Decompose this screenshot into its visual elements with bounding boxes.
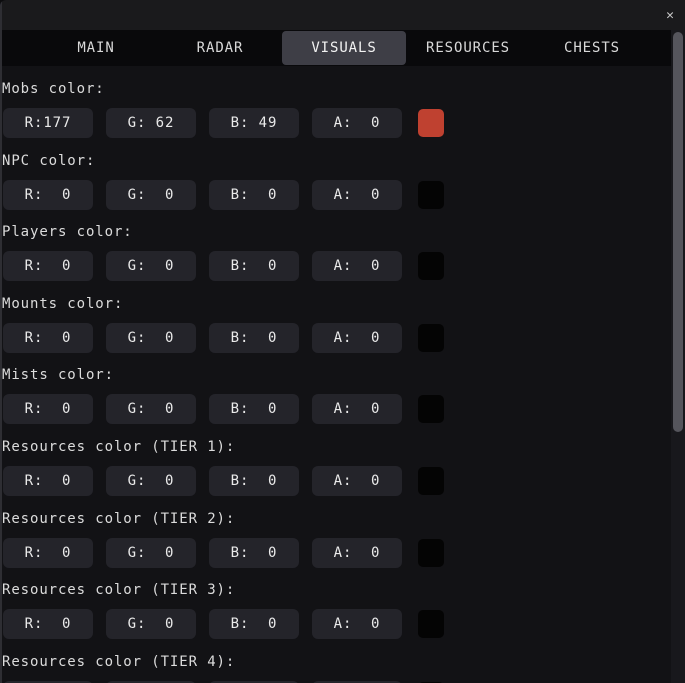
red-channel-field[interactable]: R: 0 [3, 394, 93, 425]
green-channel-field[interactable]: G: 0 [106, 537, 196, 568]
blue-channel-field[interactable]: B: 49 [209, 108, 299, 138]
red-channel-field[interactable]: R: 0 [3, 179, 93, 210]
color-preview-swatch[interactable] [418, 323, 444, 352]
red-channel-field[interactable]: R: 0 [3, 465, 93, 496]
blue-channel-field[interactable]: B: 0 [209, 251, 299, 282]
color-preview-swatch[interactable] [418, 538, 444, 567]
section-label: Resources color (TIER 3): [2, 582, 236, 599]
tab-bar: MAIN RADAR VISUALS RESOURCES CHESTS [0, 30, 685, 66]
color-preview-swatch[interactable] [418, 109, 444, 137]
blue-channel-field[interactable]: B: 0 [209, 322, 299, 353]
color-preview-swatch[interactable] [418, 466, 444, 495]
alpha-channel-field[interactable]: A: 0 [312, 465, 402, 496]
green-channel-field[interactable]: G: 0 [106, 322, 196, 353]
rgba-row: R: 0 G: 0 B: 0 A: 0 [3, 322, 685, 353]
red-channel-field[interactable] [3, 680, 93, 683]
tab-main[interactable]: MAIN [77, 40, 115, 56]
alpha-channel-field[interactable]: A: 0 [312, 609, 402, 640]
green-channel-field[interactable]: G: 0 [106, 465, 196, 496]
titlebar: ✕ [0, 0, 685, 30]
window-left-border [0, 0, 2, 683]
rgba-row [3, 680, 685, 683]
rgba-row: R: 0 G: 0 B: 0 A: 0 [3, 251, 685, 282]
color-section: Resources color (TIER 1): R: 0 G: 0 B: 0… [2, 440, 685, 496]
section-label: Mists color: [2, 367, 114, 384]
section-label: Players color: [2, 224, 133, 241]
color-preview-swatch[interactable] [418, 681, 444, 683]
tab-resources[interactable]: RESOURCES [426, 40, 510, 56]
red-channel-field[interactable]: R:177 [3, 108, 93, 138]
alpha-channel-field[interactable]: A: 0 [312, 394, 402, 425]
section-label: Resources color (TIER 2): [2, 510, 236, 527]
color-preview-swatch[interactable] [418, 252, 444, 281]
color-section: Resources color (TIER 4): [2, 655, 685, 683]
rgba-row: R:177 G: 62 B: 49 A: 0 [3, 108, 685, 138]
color-section: Resources color (TIER 3): R: 0 G: 0 B: 0… [2, 582, 685, 640]
section-label: Resources color (TIER 1): [2, 438, 236, 455]
section-label: Mounts color: [2, 295, 124, 312]
scrollbar-thumb[interactable] [673, 32, 683, 432]
green-channel-field[interactable]: G: 0 [106, 609, 196, 640]
alpha-channel-field[interactable]: A: 0 [312, 537, 402, 568]
red-channel-field[interactable]: R: 0 [3, 251, 93, 282]
blue-channel-field[interactable]: B: 0 [209, 465, 299, 496]
red-channel-field[interactable]: R: 0 [3, 609, 93, 640]
blue-channel-field[interactable]: B: 0 [209, 609, 299, 640]
color-section: Players color: R: 0 G: 0 B: 0 A: 0 [2, 224, 685, 282]
alpha-channel-field[interactable]: A: 0 [312, 179, 402, 210]
rgba-row: R: 0 G: 0 B: 0 A: 0 [3, 465, 685, 496]
green-channel-field[interactable]: G: 0 [106, 394, 196, 425]
alpha-channel-field[interactable]: A: 0 [312, 251, 402, 282]
close-icon[interactable]: ✕ [666, 7, 674, 23]
alpha-channel-field[interactable]: A: 0 [312, 108, 402, 138]
alpha-channel-field[interactable]: A: 0 [312, 322, 402, 353]
green-channel-field[interactable]: G: 0 [106, 251, 196, 282]
rgba-row: R: 0 G: 0 B: 0 A: 0 [3, 179, 685, 210]
color-preview-swatch[interactable] [418, 395, 444, 424]
rgba-row: R: 0 G: 0 B: 0 A: 0 [3, 609, 685, 640]
red-channel-field[interactable]: R: 0 [3, 537, 93, 568]
blue-channel-field[interactable] [209, 680, 299, 683]
scrollbar-track[interactable] [671, 30, 685, 683]
color-section: Mists color: R: 0 G: 0 B: 0 A: 0 [2, 367, 685, 425]
green-channel-field[interactable]: G: 0 [106, 179, 196, 210]
sections-container: Mobs color: R:177 G: 62 B: 49 A: 0 NPC c… [0, 66, 685, 683]
blue-channel-field[interactable]: B: 0 [209, 394, 299, 425]
tab-radar[interactable]: RADAR [196, 40, 244, 56]
color-section: Resources color (TIER 2): R: 0 G: 0 B: 0… [2, 512, 685, 568]
color-preview-swatch[interactable] [418, 180, 444, 209]
section-label: NPC color: [2, 152, 96, 169]
red-channel-field[interactable]: R: 0 [3, 322, 93, 353]
section-label: Resources color (TIER 4): [2, 653, 236, 670]
tab-visuals[interactable]: VISUALS [282, 31, 406, 65]
rgba-row: R: 0 G: 0 B: 0 A: 0 [3, 394, 685, 425]
tab-chests[interactable]: CHESTS [564, 40, 620, 56]
color-section: Mobs color: R:177 G: 62 B: 49 A: 0 [2, 82, 685, 138]
color-section: NPC color: R: 0 G: 0 B: 0 A: 0 [2, 154, 685, 210]
green-channel-field[interactable] [106, 680, 196, 683]
section-label: Mobs color: [2, 81, 105, 97]
blue-channel-field[interactable]: B: 0 [209, 179, 299, 210]
color-section: Mounts color: R: 0 G: 0 B: 0 A: 0 [2, 297, 685, 353]
rgba-row: R: 0 G: 0 B: 0 A: 0 [3, 537, 685, 568]
color-preview-swatch[interactable] [418, 610, 444, 639]
blue-channel-field[interactable]: B: 0 [209, 537, 299, 568]
green-channel-field[interactable]: G: 62 [106, 108, 196, 138]
alpha-channel-field[interactable] [312, 680, 402, 683]
